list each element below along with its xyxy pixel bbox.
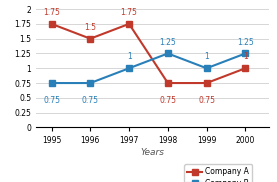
Text: 1: 1 bbox=[127, 52, 132, 61]
Text: 0.75: 0.75 bbox=[82, 96, 99, 104]
Company A bbox=[244, 67, 247, 69]
Legend: Company A, Company B: Company A, Company B bbox=[184, 164, 252, 182]
Text: 1.75: 1.75 bbox=[121, 8, 137, 17]
Company B bbox=[89, 82, 92, 84]
Line: Company A: Company A bbox=[48, 20, 249, 86]
Company A bbox=[127, 23, 131, 25]
Text: 1.5: 1.5 bbox=[84, 23, 96, 32]
Company B bbox=[205, 67, 208, 69]
Text: 1.75: 1.75 bbox=[43, 8, 60, 17]
Company B bbox=[127, 67, 131, 69]
Text: 1.25: 1.25 bbox=[160, 37, 176, 47]
X-axis label: Years: Years bbox=[140, 148, 164, 157]
Text: 0.75: 0.75 bbox=[43, 96, 60, 104]
Text: 1: 1 bbox=[243, 52, 248, 61]
Company A bbox=[205, 82, 208, 84]
Company A bbox=[50, 23, 53, 25]
Company B bbox=[166, 52, 170, 55]
Text: 1.25: 1.25 bbox=[237, 37, 254, 47]
Company B bbox=[244, 52, 247, 55]
Text: 1: 1 bbox=[204, 52, 209, 61]
Company A bbox=[89, 38, 92, 40]
Text: 0.75: 0.75 bbox=[159, 96, 176, 104]
Line: Company B: Company B bbox=[48, 50, 249, 86]
Company B bbox=[50, 82, 53, 84]
Text: 0.75: 0.75 bbox=[198, 96, 215, 104]
Company A bbox=[166, 82, 170, 84]
